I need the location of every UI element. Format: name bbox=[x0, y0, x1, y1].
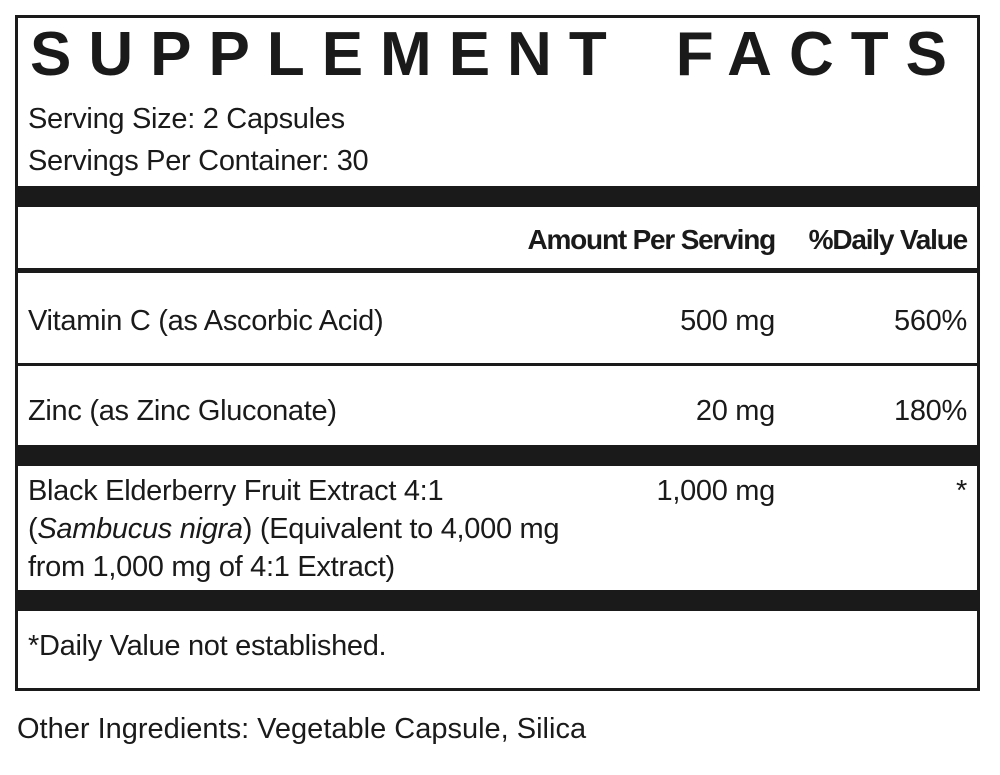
title-word-facts: FACTS bbox=[675, 20, 964, 89]
row-vitamin-c-amount: 500 mg bbox=[680, 305, 775, 337]
row-zinc-amount: 20 mg bbox=[695, 395, 775, 427]
footnote: *Daily Value not established. bbox=[28, 630, 387, 662]
row-elderberry-name-line3: from 1,000 mg of 4:1 Extract) bbox=[28, 551, 395, 583]
equivalent-text: ) (Equivalent to 4,000 mg bbox=[242, 513, 560, 545]
panel-title: SUPPLEMENT FACTS bbox=[30, 20, 964, 90]
header-amount: Amount Per Serving bbox=[527, 224, 776, 255]
row-zinc-dv: 180% bbox=[894, 395, 967, 427]
title-word-supplement: SUPPLEMENT bbox=[30, 20, 624, 89]
divider bbox=[18, 363, 977, 366]
other-ingredients: Other Ingredients: Vegetable Capsule, Si… bbox=[17, 713, 587, 745]
row-vitamin-c-dv: 560% bbox=[894, 305, 967, 337]
row-vitamin-c-name: Vitamin C (as Ascorbic Acid) bbox=[28, 305, 384, 337]
row-elderberry-amount: 1,000 mg bbox=[656, 475, 775, 507]
row-elderberry-dv: * bbox=[956, 475, 967, 507]
supplement-facts-panel: SUPPLEMENT FACTS Serving Size: 2 Capsules… bbox=[15, 15, 980, 691]
paren: ( bbox=[28, 513, 38, 545]
latin-name: Sambucus nigra bbox=[37, 513, 243, 545]
servings-per-container: Servings Per Container: 30 bbox=[28, 145, 369, 177]
thick-divider bbox=[18, 445, 977, 466]
thick-divider bbox=[18, 590, 977, 611]
thick-divider bbox=[18, 186, 977, 207]
header-daily-value: %Daily Value bbox=[808, 224, 969, 255]
row-elderberry-name-line2: (Sambucus nigra) (Equivalent to 4,000 mg bbox=[28, 510, 560, 548]
row-zinc-name: Zinc (as Zinc Gluconate) bbox=[28, 395, 337, 427]
divider bbox=[18, 268, 977, 273]
row-elderberry-name-line1: Black Elderberry Fruit Extract 4:1 bbox=[28, 475, 444, 507]
serving-size: Serving Size: 2 Capsules bbox=[28, 103, 345, 135]
